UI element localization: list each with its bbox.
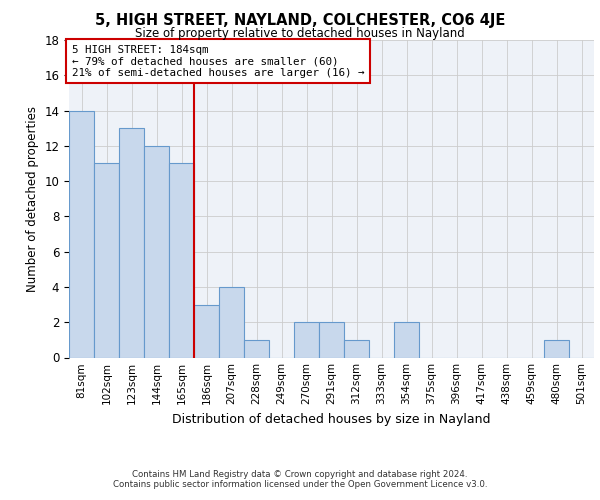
- Bar: [544, 340, 569, 357]
- Bar: [69, 110, 94, 358]
- Bar: [119, 128, 144, 358]
- Y-axis label: Number of detached properties: Number of detached properties: [26, 106, 39, 292]
- Bar: [219, 287, 244, 358]
- Bar: [244, 340, 269, 357]
- Bar: [194, 304, 219, 358]
- Bar: [169, 164, 194, 358]
- Bar: [94, 164, 119, 358]
- Text: Contains HM Land Registry data © Crown copyright and database right 2024.
Contai: Contains HM Land Registry data © Crown c…: [113, 470, 487, 489]
- X-axis label: Distribution of detached houses by size in Nayland: Distribution of detached houses by size …: [172, 413, 491, 426]
- Text: Size of property relative to detached houses in Nayland: Size of property relative to detached ho…: [135, 28, 465, 40]
- Text: 5 HIGH STREET: 184sqm
← 79% of detached houses are smaller (60)
21% of semi-deta: 5 HIGH STREET: 184sqm ← 79% of detached …: [71, 45, 364, 78]
- Text: 5, HIGH STREET, NAYLAND, COLCHESTER, CO6 4JE: 5, HIGH STREET, NAYLAND, COLCHESTER, CO6…: [95, 12, 505, 28]
- Bar: [144, 146, 169, 358]
- Bar: [319, 322, 344, 358]
- Bar: [294, 322, 319, 358]
- Bar: [394, 322, 419, 358]
- Bar: [344, 340, 369, 357]
